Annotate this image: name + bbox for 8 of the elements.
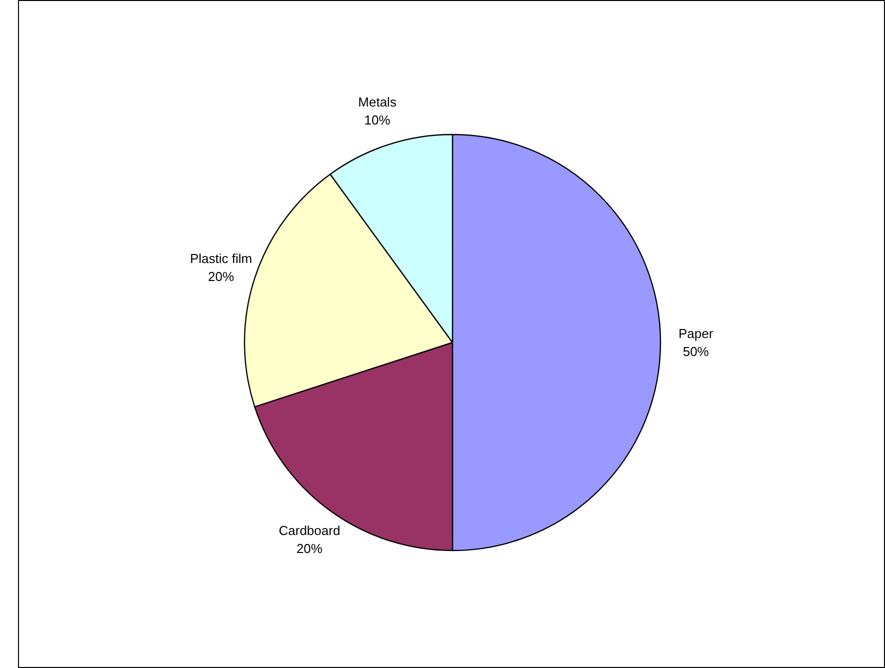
data-label: 20% <box>296 540 323 556</box>
slice-label: Paper <box>678 326 714 341</box>
data-label: 10% <box>364 112 391 128</box>
slice-label: Metals <box>358 94 397 110</box>
slice-label: Cardboard <box>278 522 340 538</box>
data-label: 50% <box>682 344 710 359</box>
slice-label: Plastic film <box>190 250 252 266</box>
data-label: 20% <box>208 268 234 284</box>
